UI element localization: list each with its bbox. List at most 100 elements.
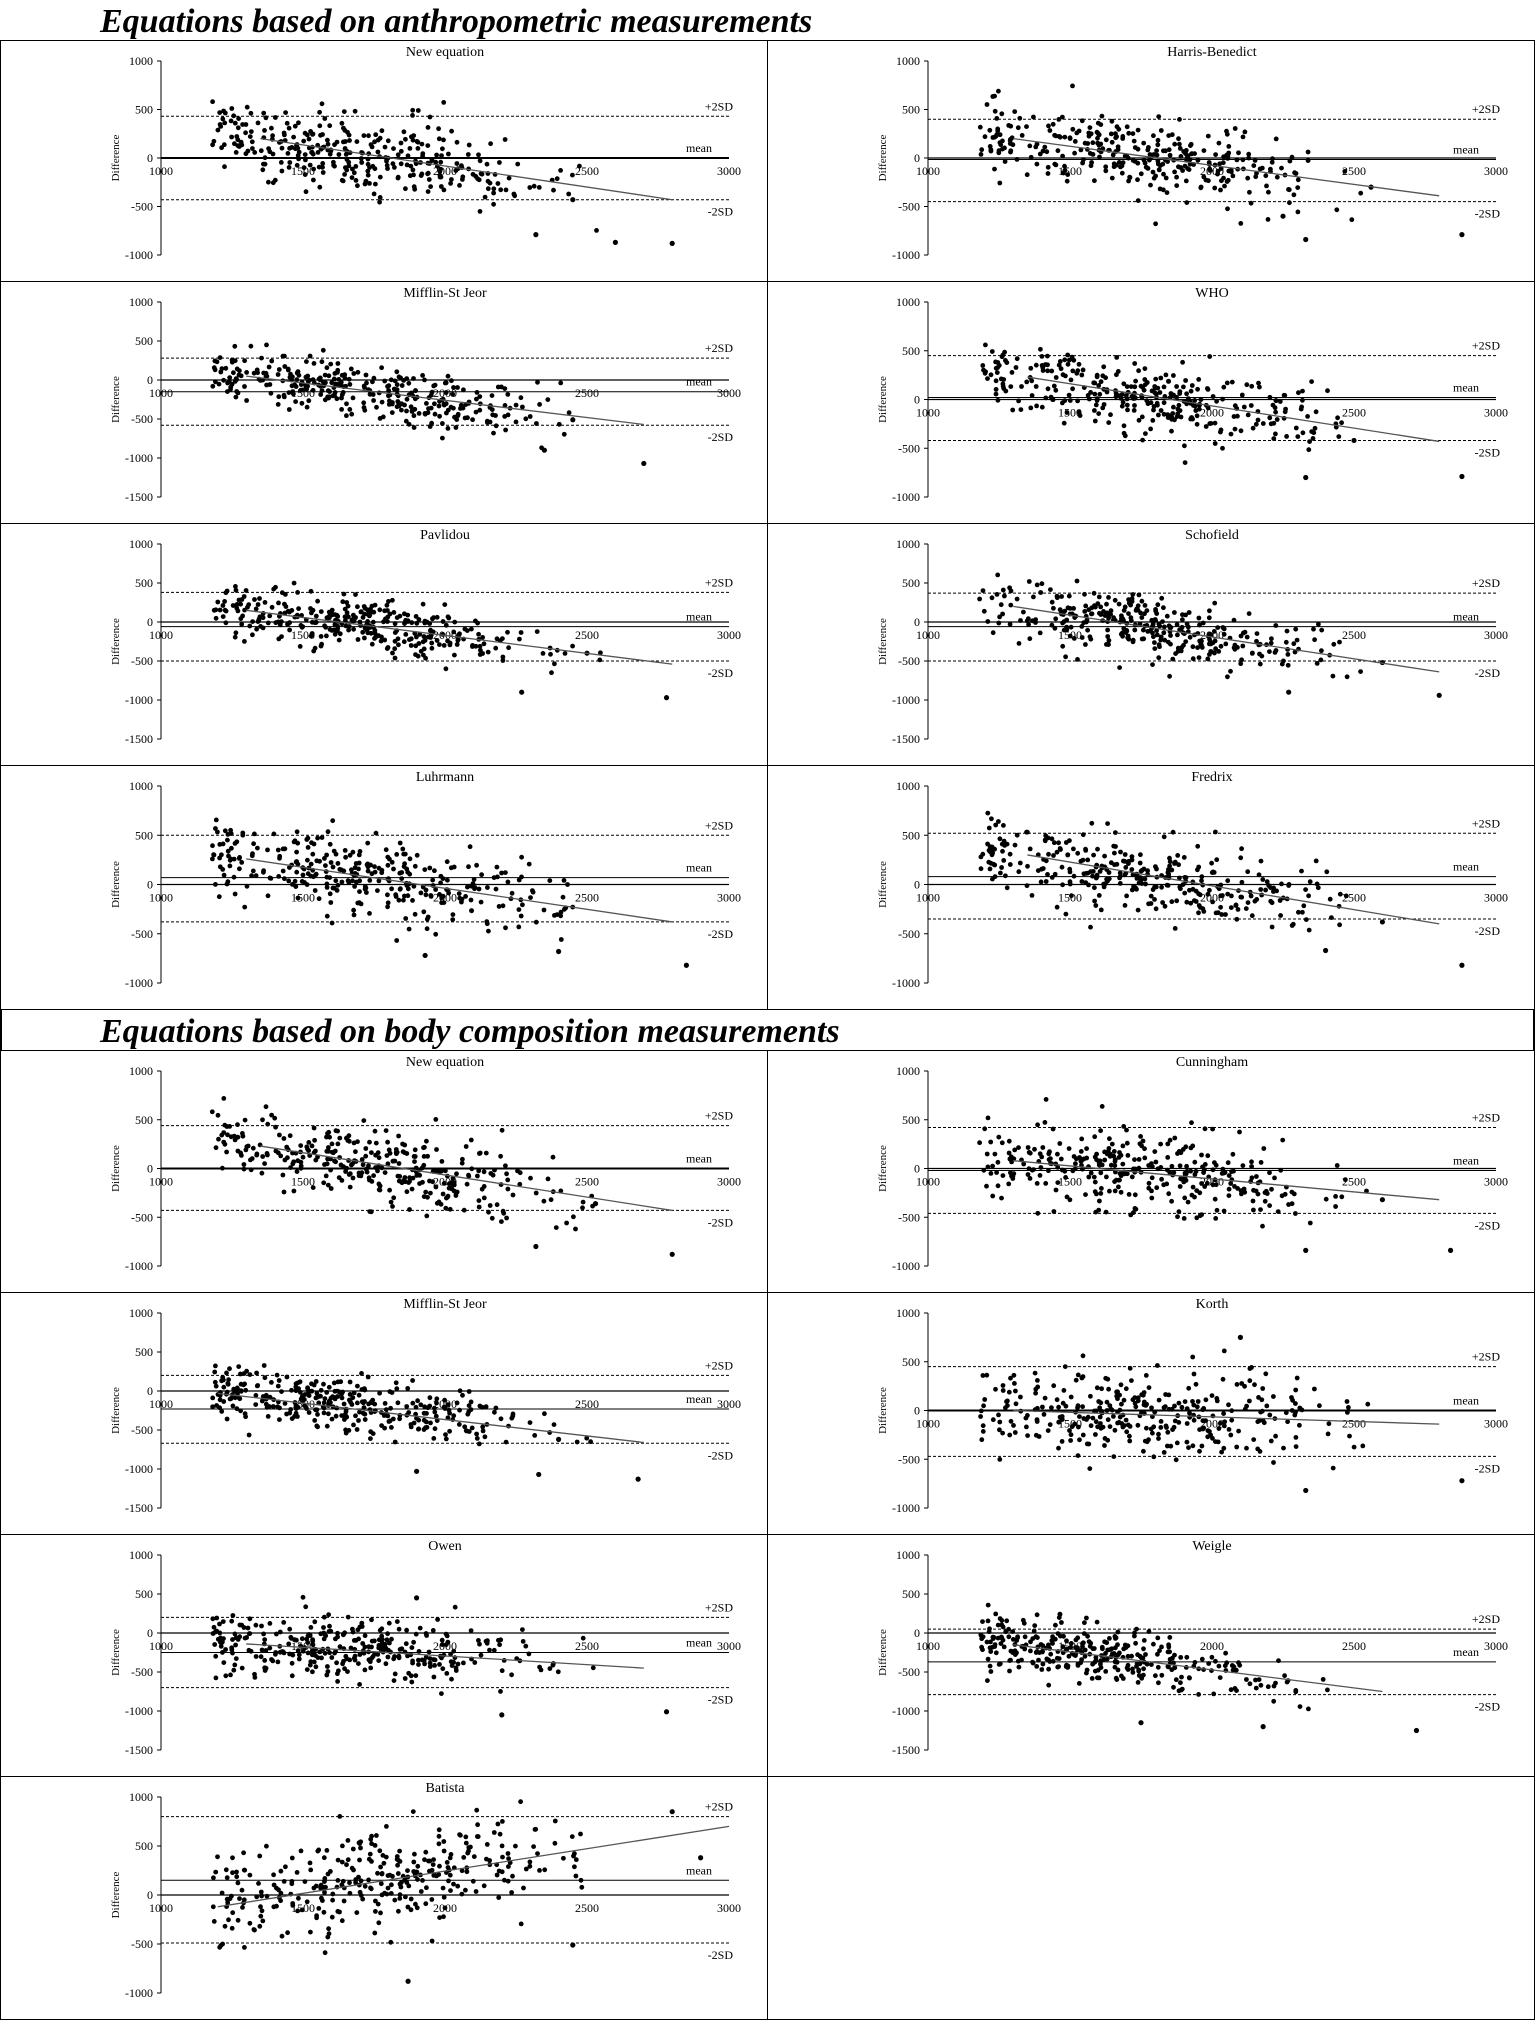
data-point — [1008, 123, 1014, 129]
data-point — [336, 377, 342, 382]
data-point — [244, 398, 250, 403]
data-point — [412, 1154, 418, 1159]
data-point — [349, 867, 354, 873]
data-point — [1098, 1128, 1103, 1134]
data-point — [221, 872, 227, 878]
data-point — [255, 602, 261, 607]
data-point — [547, 1666, 553, 1671]
data-point — [416, 617, 422, 622]
data-point — [491, 186, 497, 192]
data-point — [1038, 346, 1043, 352]
data-point — [527, 1420, 533, 1425]
data-point — [1056, 1404, 1061, 1410]
data-point — [982, 1397, 988, 1402]
data-point — [425, 1153, 430, 1159]
data-point — [466, 142, 472, 148]
data-point — [443, 390, 449, 395]
y-tick-label: -500 — [898, 654, 920, 668]
data-point — [344, 1414, 350, 1420]
data-point — [337, 1644, 343, 1650]
data-point — [418, 648, 424, 654]
data-point — [1098, 612, 1104, 617]
data-point — [1075, 1635, 1081, 1641]
data-point — [228, 118, 234, 124]
data-point — [1141, 1666, 1146, 1672]
data-point — [493, 423, 499, 429]
data-point — [1296, 390, 1301, 396]
data-point — [392, 646, 398, 652]
data-point — [217, 110, 223, 115]
data-point — [210, 99, 216, 105]
data-point — [449, 128, 454, 134]
data-point — [238, 601, 244, 607]
data-point — [385, 904, 390, 910]
data-point — [1157, 163, 1163, 168]
data-point — [240, 122, 246, 127]
outlier-point — [1303, 474, 1309, 481]
data-point — [309, 631, 315, 636]
data-point — [1271, 1683, 1277, 1689]
data-point — [1102, 1157, 1108, 1163]
data-point — [987, 1663, 993, 1669]
data-point — [413, 643, 419, 649]
data-point — [303, 1604, 309, 1610]
y-tick-label: -1000 — [892, 693, 920, 707]
data-point — [1197, 622, 1202, 628]
data-point — [1075, 1645, 1080, 1651]
mean-label: mean — [1453, 860, 1479, 874]
data-point — [1156, 1397, 1162, 1403]
data-point — [996, 620, 1002, 626]
data-point — [1011, 1423, 1016, 1428]
data-point — [1178, 154, 1184, 159]
data-point — [1149, 617, 1155, 623]
data-point — [1001, 1644, 1007, 1650]
data-point — [365, 840, 371, 846]
x-tick-label: 1000 — [916, 164, 940, 178]
data-point — [469, 626, 474, 632]
data-point — [486, 1209, 491, 1215]
data-point — [1232, 126, 1238, 131]
data-point — [1182, 875, 1188, 880]
data-point — [353, 861, 359, 866]
data-point — [250, 868, 256, 874]
y-tick-label: 0 — [914, 393, 920, 407]
data-point — [1330, 673, 1336, 679]
data-point — [1106, 1386, 1111, 1392]
data-point — [229, 845, 234, 851]
data-point — [996, 88, 1001, 94]
x-tick-label: 1000 — [149, 1639, 173, 1653]
data-point — [1060, 170, 1066, 176]
data-point — [372, 1128, 378, 1134]
data-point — [1209, 860, 1214, 866]
data-point — [1205, 133, 1211, 139]
data-point — [256, 616, 262, 622]
data-point — [415, 1398, 420, 1404]
data-point — [1068, 1432, 1074, 1438]
data-point — [1170, 1655, 1175, 1661]
data-point — [434, 1147, 439, 1152]
data-point — [454, 139, 460, 145]
data-point — [1127, 1438, 1133, 1444]
data-point — [252, 831, 257, 837]
data-point — [392, 1439, 398, 1445]
data-point — [496, 1637, 501, 1643]
data-point — [444, 859, 450, 865]
data-point — [513, 419, 519, 425]
data-point — [1097, 154, 1102, 160]
data-point — [322, 1396, 328, 1401]
y-tick-label: -500 — [898, 1452, 920, 1466]
data-point — [1252, 898, 1258, 904]
data-point — [997, 836, 1003, 842]
data-point — [316, 164, 322, 170]
data-point — [350, 849, 356, 855]
data-point — [318, 634, 324, 639]
data-point — [1161, 624, 1167, 630]
data-point — [233, 150, 239, 155]
data-point — [335, 626, 341, 631]
data-point — [984, 102, 990, 107]
data-point — [1074, 130, 1080, 136]
data-point — [221, 1660, 227, 1665]
data-point — [1311, 430, 1317, 436]
data-point — [242, 607, 248, 613]
data-point — [265, 893, 271, 899]
